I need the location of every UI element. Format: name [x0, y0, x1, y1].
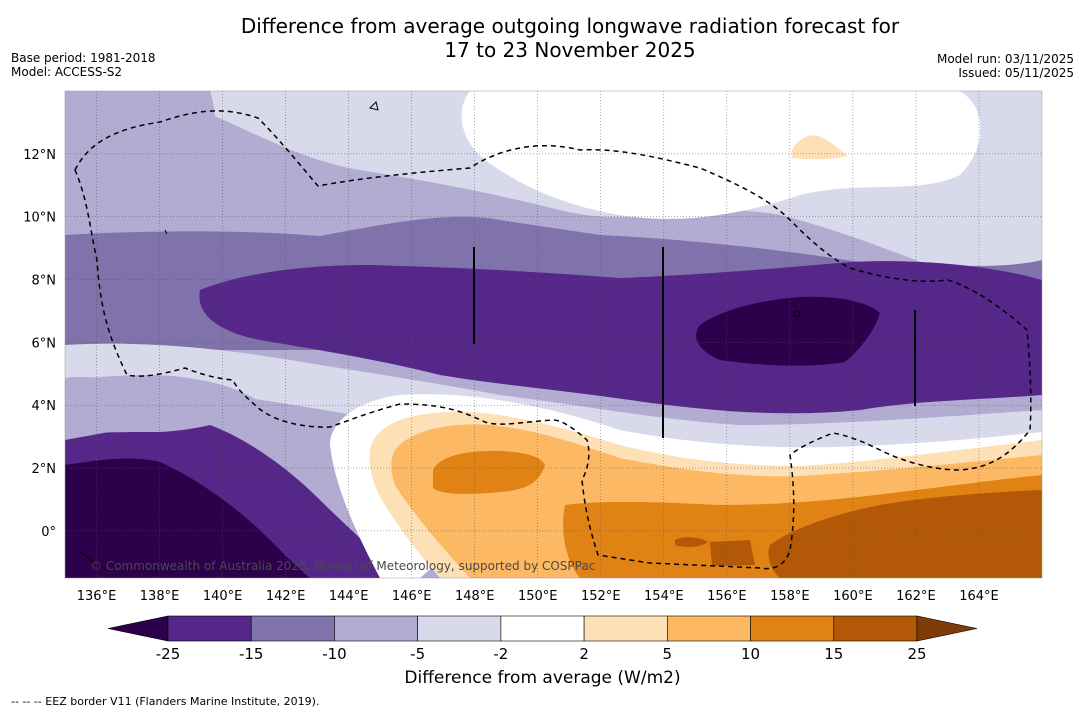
colorbar-bin	[500, 615, 585, 642]
lon-tick-label: 150°E	[518, 589, 558, 604]
lon-tick-label: 148°E	[455, 589, 495, 604]
lon-axis-labels: 136°E 138°E 140°E 142°E 144°E 146°E 148°E 150°E…	[77, 589, 999, 604]
lat-tick-label: 0°	[41, 525, 56, 540]
meta-left: Base period: 1981-2018 Model: ACCESS-S2	[11, 51, 156, 79]
colorbar-extend-min	[107, 615, 169, 642]
colorbar: -25 -15 -10 -5 -2 2 5 10 15 25	[107, 615, 978, 663]
map-frame	[64, 90, 1043, 579]
issued-date: Issued: 05/11/2025	[958, 66, 1074, 80]
lon-tick-label: 158°E	[770, 589, 810, 604]
lat-tick-label: 6°N	[32, 336, 57, 351]
lon-tick-label: 144°E	[329, 589, 369, 604]
lat-tick-label: 12°N	[23, 148, 56, 163]
colorbar-bin	[417, 615, 502, 642]
colorbar-bin	[667, 615, 751, 642]
colorbar-tick-label: 2	[579, 645, 589, 663]
lat-tick-label: 4°N	[32, 399, 57, 414]
model-run: Model run: 03/11/2025	[936, 52, 1074, 66]
lon-tick-label: 162°E	[896, 589, 936, 604]
lon-tick-label: 152°E	[581, 589, 621, 604]
lon-tick-label: 140°E	[203, 589, 243, 604]
lon-tick-label: 142°E	[266, 589, 306, 604]
colorbar-tick-label: -25	[156, 645, 181, 663]
lon-tick-label: 146°E	[392, 589, 432, 604]
lon-tick-label: 136°E	[77, 589, 117, 604]
colorbar-tick-label: 10	[741, 645, 760, 663]
colorbar-tick-label: -10	[322, 645, 347, 663]
colorbar-bin	[167, 615, 252, 642]
colorbar-extend-max	[916, 615, 978, 642]
colorbar-bin	[334, 615, 418, 642]
eez-legend-note: -- -- -- EEZ border V11 (Flanders Marine…	[11, 695, 320, 708]
lat-tick-label: 2°N	[32, 462, 57, 477]
colorbar-bin	[250, 615, 335, 642]
lon-tick-label: 164°E	[959, 589, 999, 604]
eez-borders	[74, 110, 1032, 570]
lon-tick-label: 138°E	[140, 589, 180, 604]
artefact-lines	[473, 247, 916, 438]
colorbar-title: Difference from average (W/m2)	[404, 668, 681, 688]
meta-right: Model run: 03/11/2025 Issued: 05/11/2025	[937, 52, 1074, 80]
anomaly-field	[65, 91, 1042, 578]
lon-tick-label: 154°E	[644, 589, 684, 604]
colorbar-tick-label: 15	[824, 645, 843, 663]
colorbar-bin	[750, 615, 835, 642]
grid-lines	[65, 91, 1042, 578]
model-name: Model: ACCESS-S2	[11, 65, 123, 79]
colorbar-tick-label: 5	[663, 645, 673, 663]
lat-tick-label: 8°N	[32, 274, 57, 289]
islands	[79, 101, 801, 569]
colorbar-tick-label: 25	[907, 645, 926, 663]
colorbar-tick-label: -5	[410, 645, 425, 663]
colorbar-bin	[833, 615, 918, 642]
title-line-1: Difference from average outgoing longwav…	[240, 14, 900, 38]
watermark-text: © Commonwealth of Australia 2025, Bureau…	[90, 559, 595, 573]
title-line-2: 17 to 23 November 2025	[444, 38, 696, 62]
lon-tick-label: 160°E	[833, 589, 873, 604]
colorbar-tick-label: -15	[239, 645, 264, 663]
base-period: Base period: 1981-2018	[11, 51, 156, 65]
lon-tick-label: 156°E	[707, 589, 747, 604]
lat-axis-labels: 12°N 10°N 8°N 6°N 4°N 2°N 0°	[23, 148, 56, 540]
lat-tick-label: 10°N	[23, 211, 56, 226]
chart-title: Difference from average outgoing longwav…	[0, 14, 1085, 62]
eez-border-west	[74, 110, 1032, 570]
colorbar-bin	[583, 615, 668, 642]
colorbar-tick-label: -2	[493, 645, 508, 663]
